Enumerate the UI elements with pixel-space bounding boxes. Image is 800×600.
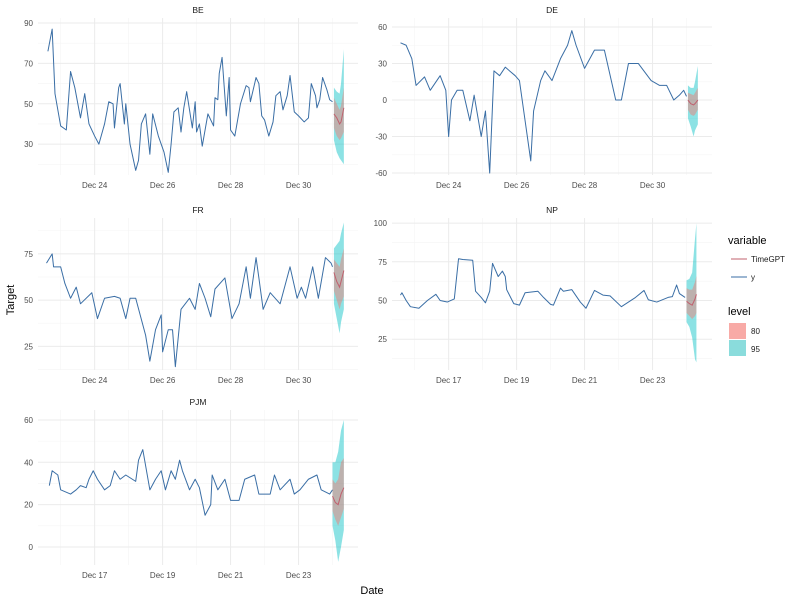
y-tick-label: 25 — [378, 335, 387, 344]
y-tick-label: 100 — [374, 219, 388, 228]
interval-band-95 — [333, 49, 344, 165]
x-tick-label: Dec 30 — [286, 181, 312, 190]
interval-band-80 — [332, 458, 344, 526]
x-tick-label: Dec 26 — [150, 181, 176, 190]
y-tick-label: 30 — [378, 60, 387, 69]
y-tick-label: 50 — [24, 296, 33, 305]
x-tick-label: Dec 28 — [572, 181, 598, 190]
x-tick-label: Dec 17 — [436, 376, 462, 385]
x-tick-label: Dec 26 — [504, 181, 530, 190]
x-tick-label: Dec 17 — [82, 571, 108, 580]
series-timegpt-line — [332, 487, 345, 506]
y-tick-label: 40 — [24, 458, 33, 467]
x-tick-label: Dec 21 — [572, 376, 598, 385]
x-tick-label: Dec 23 — [640, 376, 666, 385]
panel-title: PJM — [190, 397, 207, 407]
interval-band-80 — [333, 248, 344, 310]
interval-band-95 — [333, 222, 344, 334]
panel-title: FR — [192, 205, 203, 215]
x-tick-label: Dec 19 — [504, 376, 530, 385]
legend-95-swatch — [729, 340, 746, 356]
y-tick-label: 60 — [24, 416, 33, 425]
panel-de: -60 -30 0 30 60 Dec 24 Dec 26 Dec 28 Dec 30 DE — [375, 5, 712, 190]
y-tick-label: 20 — [24, 501, 33, 510]
legend-level-title: level — [728, 306, 751, 318]
series-timegpt-line — [687, 99, 699, 106]
panel-title: NP — [546, 205, 558, 215]
y-tick-label: 30 — [24, 140, 33, 149]
series-y-line — [46, 253, 333, 368]
y-tick-label: 75 — [378, 258, 387, 267]
series-timegpt-line — [333, 270, 345, 289]
y-tick-label: 70 — [24, 59, 33, 68]
panel-fr: 25 50 75 Dec 24 Dec 26 Dec 28 Dec 30 FR — [24, 205, 358, 385]
x-axis-label: Date — [360, 585, 383, 597]
panel-np: 25 50 75 100 Dec 17 Dec 19 Dec 21 Dec 23 NP — [374, 205, 712, 385]
panel-pjm: 0 20 40 60 Dec 17 Dec 19 Dec 21 Dec 23 PJM — [24, 397, 358, 580]
y-tick-label: 50 — [24, 100, 33, 109]
interval-band-80 — [687, 87, 698, 116]
y-tick-label: 60 — [378, 23, 387, 32]
y-tick-label: -60 — [375, 169, 387, 178]
y-tick-label: 0 — [383, 96, 388, 105]
series-y-line — [400, 30, 687, 174]
legend-80-label: 80 — [751, 327, 760, 336]
interval-band-95 — [686, 223, 697, 363]
panel-title: DE — [546, 5, 558, 15]
x-tick-label: Dec 28 — [218, 376, 244, 385]
series-y-line — [48, 449, 333, 516]
interval-band-95 — [332, 419, 344, 562]
x-tick-label: Dec 24 — [82, 181, 108, 190]
interval-band-80 — [686, 275, 697, 320]
series-timegpt-line — [686, 294, 697, 306]
x-tick-label: Dec 24 — [82, 376, 108, 385]
series-y-line — [400, 258, 686, 309]
legend-95-label: 95 — [751, 345, 760, 354]
legend-y-label: y — [751, 273, 755, 282]
interval-band-80 — [333, 87, 344, 141]
x-tick-label: Dec 26 — [150, 376, 176, 385]
y-tick-label: 75 — [24, 250, 33, 259]
legend-timegpt-label: TimeGPT — [751, 255, 785, 264]
x-tick-label: Dec 19 — [150, 571, 176, 580]
y-tick-label: 90 — [24, 19, 33, 28]
panel-be: 30 50 70 90 Dec 24 Dec 26 Dec 28 Dec 30 BE — [24, 5, 358, 190]
y-axis-label: Target — [5, 285, 17, 316]
legend-variable-title: variable — [728, 235, 767, 247]
y-tick-label: -30 — [375, 133, 387, 142]
x-tick-label: Dec 21 — [218, 571, 244, 580]
series-timegpt-line — [333, 107, 345, 125]
x-tick-label: Dec 28 — [218, 181, 244, 190]
y-tick-label: 0 — [29, 543, 34, 552]
series-y-line — [47, 28, 333, 173]
y-tick-label: 50 — [378, 297, 387, 306]
legend-80-swatch — [729, 323, 746, 339]
x-tick-label: Dec 23 — [286, 571, 312, 580]
x-tick-label: Dec 30 — [640, 181, 666, 190]
interval-band-95 — [687, 65, 698, 137]
x-tick-label: Dec 30 — [286, 376, 312, 385]
y-tick-label: 25 — [24, 342, 33, 351]
panel-title: BE — [192, 5, 204, 15]
legend: variable TimeGPT y level 80 95 — [728, 235, 785, 356]
x-tick-label: Dec 24 — [436, 181, 462, 190]
